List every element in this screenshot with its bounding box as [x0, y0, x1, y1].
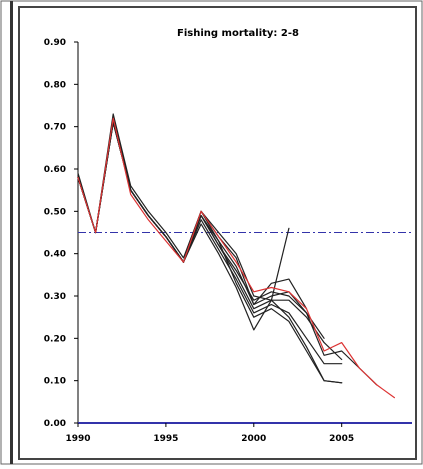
y-tick-label: 0.40: [44, 250, 66, 260]
y-tick-label: 0.30: [44, 292, 66, 302]
y-tick-label: 0.80: [44, 80, 66, 90]
chart-title: Fishing mortality: 2-8: [177, 28, 299, 39]
left-divider: [10, 1, 13, 464]
x-tick-label: 2005: [329, 434, 354, 444]
x-tick-label: 2000: [241, 434, 266, 444]
y-tick-label: 0.70: [44, 123, 66, 133]
y-tick-label: 0.20: [44, 334, 66, 344]
axes-layer: 0.00 0.10 0.20 0.30 0.40 0.50 0.60 0.70 0.80 0.90…: [44, 38, 412, 444]
y-tick-label: 0.10: [44, 377, 66, 387]
series-line-1: [77, 113, 290, 301]
y-tick-label: 0.60: [44, 165, 66, 175]
y-tick-label: 0.00: [44, 419, 66, 429]
x-tick-label: 1990: [65, 434, 90, 444]
y-tick-label: 0.50: [44, 207, 66, 217]
series-layer: [77, 113, 395, 399]
x-tick-label: 1995: [153, 434, 178, 444]
y-tick-label: 0.90: [44, 38, 66, 48]
series-line-9: [77, 117, 395, 399]
